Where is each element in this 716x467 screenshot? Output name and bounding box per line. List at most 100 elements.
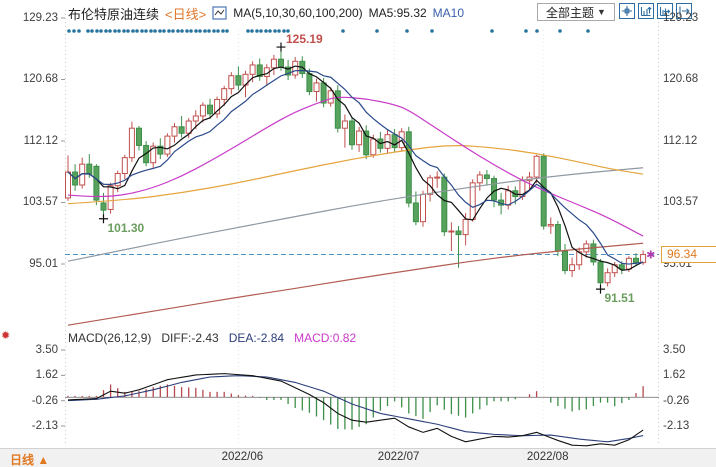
candle-body bbox=[618, 264, 625, 270]
event-dot[interactable] bbox=[194, 29, 198, 33]
pan-right-icon[interactable] bbox=[676, 3, 692, 19]
event-dot[interactable] bbox=[108, 29, 112, 33]
event-dot[interactable] bbox=[268, 29, 272, 33]
candle-body bbox=[171, 126, 178, 137]
event-dot[interactable] bbox=[375, 29, 379, 33]
event-dot[interactable] bbox=[535, 29, 539, 33]
event-dot[interactable] bbox=[405, 29, 409, 33]
event-dot[interactable] bbox=[180, 29, 184, 33]
event-dot[interactable] bbox=[104, 29, 108, 33]
zoom-out-range-icon[interactable] bbox=[657, 3, 673, 19]
event-dot[interactable] bbox=[140, 29, 144, 33]
candle-body bbox=[633, 257, 639, 264]
event-dot[interactable] bbox=[158, 29, 162, 33]
macd-axis-left-tick: 3.50 bbox=[35, 344, 58, 356]
event-dot[interactable] bbox=[264, 29, 268, 33]
event-dot[interactable] bbox=[255, 29, 259, 33]
event-dot[interactable] bbox=[176, 29, 180, 33]
candle-body bbox=[370, 138, 377, 156]
event-dot[interactable] bbox=[86, 29, 90, 33]
event-dot[interactable] bbox=[185, 29, 189, 33]
price-axis-right-tick: 103.57 bbox=[663, 196, 699, 209]
event-dot[interactable] bbox=[203, 29, 207, 33]
triangle-up-icon: ▲ bbox=[37, 453, 50, 467]
event-dot[interactable] bbox=[490, 29, 494, 33]
candle-body bbox=[157, 145, 164, 155]
event-dot[interactable] bbox=[149, 29, 153, 33]
price-axis-left-tick: 112.12 bbox=[23, 135, 58, 147]
last-close-star-marker: ✱ bbox=[646, 249, 655, 261]
event-dot[interactable] bbox=[207, 29, 211, 33]
event-dot[interactable] bbox=[273, 29, 277, 33]
candle-body bbox=[100, 202, 107, 211]
candle-body bbox=[476, 174, 483, 184]
event-dot[interactable] bbox=[122, 29, 126, 33]
event-dot[interactable] bbox=[189, 29, 193, 33]
ma10-value-label: MA10 bbox=[432, 6, 465, 20]
event-dot[interactable] bbox=[246, 29, 250, 33]
candle-body bbox=[114, 172, 121, 187]
extreme-marker bbox=[596, 284, 605, 294]
event-dot[interactable] bbox=[171, 29, 175, 33]
event-dot[interactable] bbox=[225, 29, 229, 33]
indicator-settings-icon[interactable]: ✹ bbox=[1, 330, 11, 342]
time-axis-label: 2022/06 bbox=[221, 451, 264, 463]
price-axis-right-tick: 129.23 bbox=[663, 12, 699, 24]
macd-macd-value: MACD:0.82 bbox=[294, 331, 357, 345]
event-dot[interactable] bbox=[131, 29, 135, 33]
event-dot[interactable] bbox=[221, 29, 225, 33]
ma-line-MA200 bbox=[67, 242, 644, 326]
candle-body bbox=[136, 127, 142, 146]
event-dot[interactable] bbox=[126, 29, 130, 33]
event-dot[interactable] bbox=[277, 29, 281, 33]
zoom-in-range-icon[interactable] bbox=[638, 3, 654, 19]
crosshair-icon[interactable] bbox=[619, 3, 635, 19]
candle-body bbox=[434, 176, 441, 179]
event-dot[interactable] bbox=[250, 29, 254, 33]
event-dot[interactable] bbox=[282, 29, 286, 33]
event-dot[interactable] bbox=[72, 29, 76, 33]
event-dot[interactable] bbox=[99, 29, 103, 33]
period-tag: <日线> bbox=[165, 6, 207, 22]
event-dot[interactable] bbox=[216, 29, 220, 33]
candle-body bbox=[420, 193, 426, 223]
event-dot[interactable] bbox=[558, 29, 562, 33]
event-dot[interactable] bbox=[67, 29, 71, 33]
extreme-marker bbox=[99, 214, 108, 224]
chart-type-icon[interactable] bbox=[212, 6, 227, 20]
candle-body bbox=[334, 90, 341, 129]
candle-body bbox=[640, 253, 647, 264]
candle-body bbox=[505, 190, 512, 206]
price-axis-left-tick: 120.68 bbox=[22, 73, 58, 86]
event-dot[interactable] bbox=[117, 29, 121, 33]
event-dot[interactable] bbox=[135, 29, 139, 33]
event-dot[interactable] bbox=[430, 29, 434, 33]
event-dot[interactable] bbox=[259, 29, 263, 33]
event-dot[interactable] bbox=[524, 29, 528, 33]
macd-dea-line bbox=[67, 375, 644, 443]
event-dot[interactable] bbox=[77, 29, 81, 33]
price-annotation: 101.30 bbox=[107, 220, 145, 235]
event-dot[interactable] bbox=[90, 29, 94, 33]
candle-body bbox=[363, 130, 370, 156]
event-dot[interactable] bbox=[95, 29, 99, 33]
theme-dropdown[interactable]: 全部主题 ▼ bbox=[537, 3, 615, 21]
period-selector[interactable]: 日线 ▲ bbox=[10, 451, 49, 467]
macd-axis-left-tick: -2.13 bbox=[31, 420, 58, 432]
macd-axis-right-tick: 1.62 bbox=[663, 369, 686, 382]
event-dot[interactable] bbox=[586, 29, 590, 33]
event-dot[interactable] bbox=[162, 29, 166, 33]
event-dot[interactable] bbox=[286, 29, 290, 33]
candle-body bbox=[150, 145, 157, 164]
event-dot[interactable] bbox=[212, 29, 216, 33]
event-dot[interactable] bbox=[341, 29, 345, 33]
candle-body bbox=[249, 64, 256, 75]
candle-body bbox=[604, 272, 611, 284]
event-dot[interactable] bbox=[113, 29, 117, 33]
event-dot[interactable] bbox=[144, 29, 148, 33]
price-axis-left-tick: 129.23 bbox=[22, 12, 58, 24]
event-dot[interactable] bbox=[167, 29, 171, 33]
event-dot[interactable] bbox=[198, 29, 202, 33]
event-dot[interactable] bbox=[153, 29, 157, 33]
